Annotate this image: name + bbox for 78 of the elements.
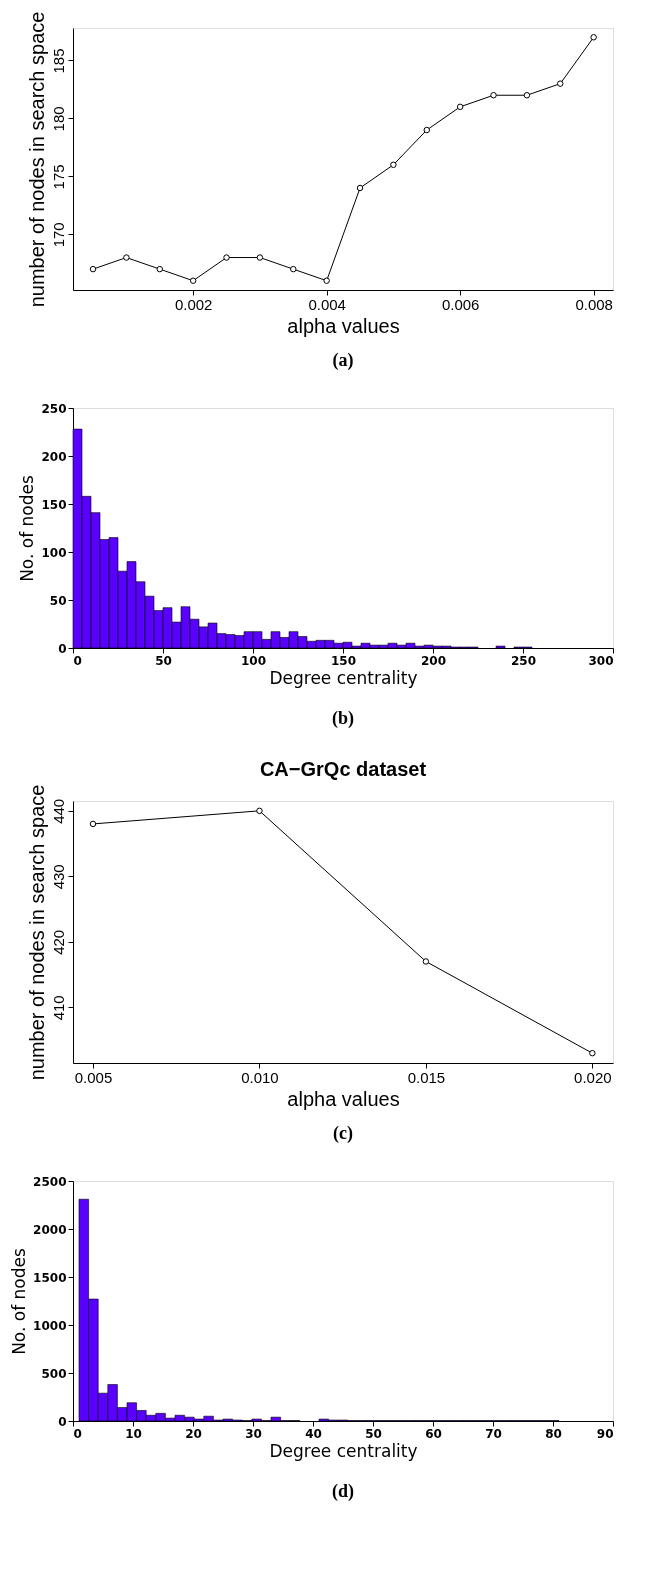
y-tick-label: 1000 [33, 1318, 67, 1333]
y-tick-label: 100 [41, 545, 67, 560]
point [523, 92, 531, 99]
point [323, 277, 330, 284]
x-tick-label: 0.020 [574, 1068, 612, 1086]
x-tick-label: 70 [485, 1426, 502, 1441]
x-axis-title: alpha values [287, 1087, 400, 1110]
x-tick-label: 60 [425, 1426, 442, 1441]
x-tick-label: 0 [73, 1426, 82, 1441]
x-tick-label: 40 [305, 1426, 322, 1441]
point [590, 34, 597, 41]
x-tick-label: 50 [365, 1426, 382, 1441]
text: (b) [332, 708, 354, 729]
point [156, 265, 164, 273]
y-tick-label: 420 [49, 929, 67, 955]
y-axis-title: number of nodes in search space [25, 784, 48, 1081]
point [189, 277, 197, 284]
text: (a) [332, 350, 354, 371]
y-tick-label: 175 [49, 164, 67, 190]
x-tick-label: 10 [125, 1426, 142, 1441]
point [456, 103, 464, 111]
point [123, 254, 130, 261]
text: (c) [333, 1123, 353, 1144]
y-tick-label: 150 [41, 497, 67, 512]
point [422, 958, 430, 965]
y-tick-label: 250 [41, 401, 67, 416]
y-tick-label: 500 [41, 1366, 67, 1381]
y-tick-label: 185 [49, 48, 67, 74]
x-axis-title: Degree centrality [269, 667, 418, 688]
x-tick-label: 0.006 [441, 295, 480, 313]
y-axis-title: number of nodes in search space [25, 11, 48, 308]
x-tick-label: 0.010 [241, 1068, 279, 1086]
x-tick-label: 250 [510, 653, 537, 668]
x-tick-label: 90 [596, 1426, 614, 1441]
x-tick-label: 0.015 [407, 1068, 446, 1086]
x-tick-label: 0.004 [308, 295, 346, 313]
y-tick-label: 0 [58, 641, 67, 656]
y-axis-title: No. of nodes [9, 1248, 30, 1355]
point [89, 265, 97, 273]
x-tick-label: 200 [420, 653, 447, 668]
y-tick-label: 410 [49, 995, 67, 1021]
point [89, 820, 97, 828]
x-tick-label: 50 [155, 653, 172, 668]
x-axis-title: Degree centrality [269, 1440, 418, 1461]
y-tick-label: 170 [49, 222, 67, 248]
y-axis-title: No. of nodes [17, 475, 38, 582]
point [223, 254, 230, 261]
point [423, 126, 431, 134]
chart-title: CA−GrQc dataset [259, 758, 427, 781]
y-tick-label: 50 [49, 593, 67, 608]
x-tick-label: 20 [185, 1426, 202, 1441]
y-tick-label: 430 [49, 864, 67, 890]
point [589, 1049, 596, 1057]
y-tick-label: 2500 [33, 1174, 67, 1189]
point [356, 184, 364, 192]
point [256, 254, 264, 261]
point [390, 161, 397, 169]
point [290, 265, 297, 273]
y-tick-label: 180 [49, 106, 67, 132]
y-tick-label: 2000 [33, 1222, 67, 1237]
y-tick-label: 440 [49, 798, 67, 824]
x-tick-label: 0.008 [575, 295, 613, 313]
x-tick-label: 30 [245, 1426, 262, 1441]
x-tick-label: 150 [330, 653, 357, 668]
x-tick-label: 0.002 [174, 295, 213, 313]
point [490, 92, 497, 99]
x-tick-label: 300 [588, 653, 614, 668]
y-tick-label: 0 [58, 1414, 67, 1429]
y-tick-label: 200 [41, 449, 67, 464]
x-axis-title: alpha values [287, 314, 400, 337]
y-tick-label: 1500 [33, 1270, 67, 1285]
text: (d) [332, 1481, 354, 1502]
x-tick-label: 80 [545, 1426, 562, 1441]
x-tick-label: 0 [73, 653, 82, 668]
point [256, 807, 263, 815]
x-tick-label: 0.005 [74, 1068, 113, 1086]
point [557, 80, 564, 87]
x-tick-label: 100 [240, 653, 267, 668]
